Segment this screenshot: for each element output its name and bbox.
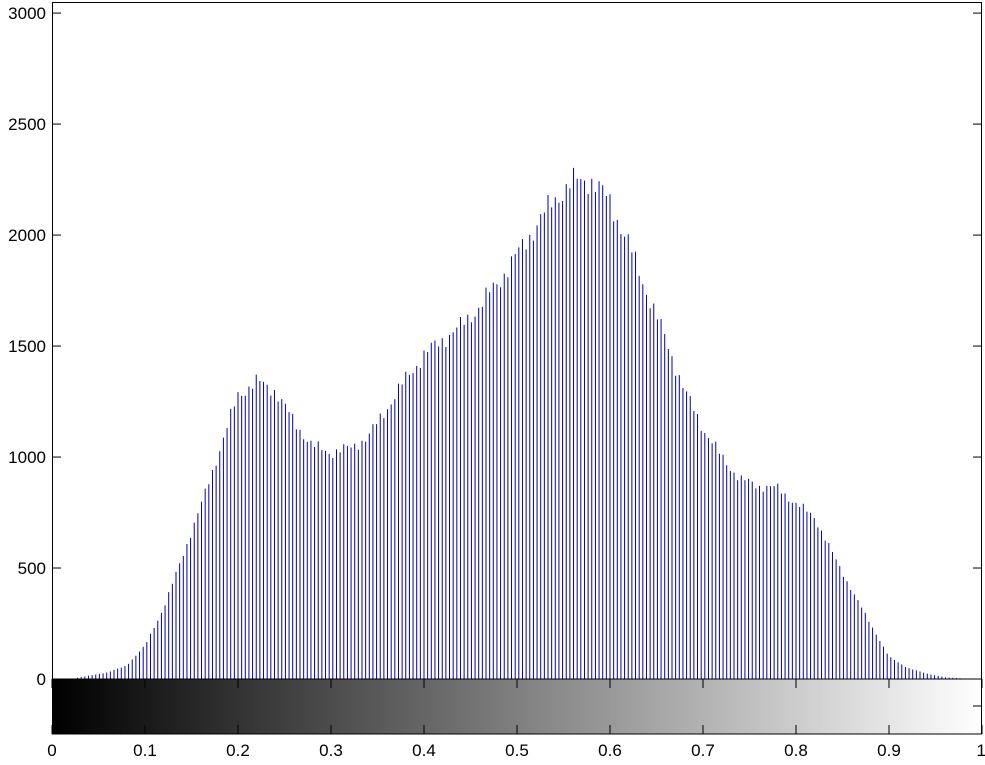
histogram-bars <box>73 167 979 679</box>
y-tick-label: 2000 <box>8 226 46 245</box>
x-tick-label: 0.1 <box>133 741 157 760</box>
x-tick-label: 0 <box>47 741 56 760</box>
x-tick-label: 0.3 <box>319 741 343 760</box>
x-tick-label: 0.9 <box>877 741 901 760</box>
y-tick-label: 3000 <box>8 4 46 23</box>
x-tick-label: 0.2 <box>226 741 250 760</box>
x-tick-label: 0.6 <box>598 741 622 760</box>
x-tick-label: 0.7 <box>691 741 715 760</box>
plot-background <box>52 2 982 679</box>
x-axis: 0 0.1 0.2 0.3 0.4 0.5 0.6 0.7 0.8 0.9 1 <box>47 679 985 760</box>
y-tick-label: 2500 <box>8 115 46 134</box>
y-tick-label: 1000 <box>8 448 46 467</box>
x-tick-label: 0.5 <box>505 741 529 760</box>
y-axis: 0 500 1000 1500 2000 2500 3000 <box>8 4 982 689</box>
grayscale-colorbar <box>53 679 982 734</box>
y-tick-label: 0 <box>37 670 46 689</box>
x-tick-label: 0.4 <box>412 741 436 760</box>
x-tick-label: 0.8 <box>784 741 808 760</box>
x-tick-label: 1 <box>977 741 985 760</box>
y-tick-label: 500 <box>18 559 46 578</box>
y-tick-label: 1500 <box>8 337 46 356</box>
